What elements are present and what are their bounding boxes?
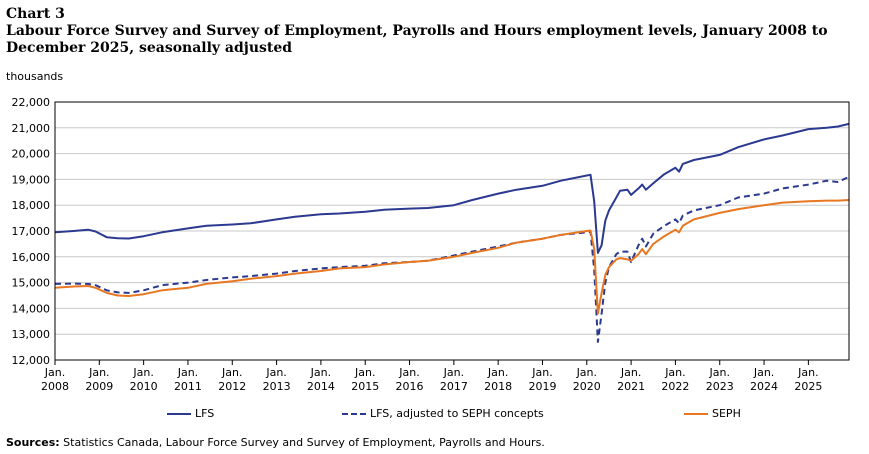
- y-tick-label: 12,000: [12, 354, 51, 367]
- x-tick-label-year: 2018: [484, 380, 512, 393]
- y-tick-label: 18,000: [12, 199, 51, 212]
- x-tick-label-year: 2014: [307, 380, 335, 393]
- x-tick-label-year: 2024: [750, 380, 778, 393]
- y-tick-label: 20,000: [12, 148, 51, 161]
- x-tick-label-year: 2013: [263, 380, 291, 393]
- legend-item-lfs-adjusted: LFS, adjusted to SEPH concepts: [342, 407, 544, 420]
- series-line-seph: [54, 199, 850, 315]
- legend-label-seph: SEPH: [712, 407, 741, 420]
- y-tick-label: 16,000: [12, 251, 51, 264]
- chart-number: Chart 3: [6, 6, 65, 22]
- x-tick-label-year: 2021: [617, 380, 645, 393]
- y-tick-label: 22,000: [12, 96, 51, 109]
- chart-title: Labour Force Survey and Survey of Employ…: [6, 23, 828, 56]
- x-tick-label-month: Jan.: [398, 366, 419, 379]
- legend-swatch-lfs-adjusted: [342, 412, 366, 415]
- y-tick-label: 13,000: [12, 328, 51, 341]
- legend-label-lfs: LFS: [195, 407, 215, 420]
- series-line-lfs-adjusted: [54, 175, 850, 343]
- x-tick-label-month: Jan.: [310, 366, 331, 379]
- x-tick-label-month: Jan.: [132, 366, 153, 379]
- y-tick-label: 14,000: [12, 302, 51, 315]
- x-tick-label-month: Jan.: [531, 366, 552, 379]
- units-label: thousands: [6, 70, 64, 83]
- x-tick-label-month: Jan.: [44, 366, 65, 379]
- legend-item-lfs: LFS: [167, 407, 214, 420]
- x-tick-label-month: Jan.: [177, 366, 198, 379]
- legend-label-lfs-adjusted: LFS, adjusted to SEPH concepts: [370, 407, 544, 420]
- y-tick-label: 15,000: [12, 277, 51, 290]
- x-tick-label-year: 2020: [573, 380, 601, 393]
- x-tick-label-month: Jan.: [797, 366, 818, 379]
- x-tick-label-year: 2022: [661, 380, 689, 393]
- y-axis: 12,000 13,000 14,000 15,000 16,000 17,000 18,0…: [12, 96, 51, 367]
- x-tick-label-year: 2012: [218, 380, 246, 393]
- legend-swatch-seph: [684, 412, 708, 415]
- x-tick-label-year: 2015: [351, 380, 379, 393]
- x-tick-label-year: 2017: [440, 380, 468, 393]
- y-tick-label: 21,000: [12, 122, 51, 135]
- legend-swatch-lfs: [167, 412, 191, 415]
- x-axis: Jan.2008Jan.2009Jan.2010Jan.2011Jan.2012…: [41, 360, 822, 393]
- x-tick-label-year: 2009: [85, 380, 113, 393]
- y-tick-label: 17,000: [12, 225, 51, 238]
- x-tick-label-year: 2023: [706, 380, 734, 393]
- x-tick-label-year: 2016: [396, 380, 424, 393]
- x-tick-label-month: Jan.: [443, 366, 464, 379]
- sources-label: Sources:: [6, 436, 60, 449]
- x-tick-label-month: Jan.: [354, 366, 375, 379]
- sources-note: Sources: Statistics Canada, Labour Force…: [6, 436, 545, 449]
- x-tick-label-year: 2011: [174, 380, 202, 393]
- sources-text: Statistics Canada, Labour Force Survey a…: [63, 436, 545, 449]
- x-tick-label-year: 2019: [528, 380, 556, 393]
- x-tick-label-month: Jan.: [88, 366, 109, 379]
- series-lines: [54, 122, 850, 343]
- legend-item-seph: SEPH: [684, 407, 741, 420]
- legend: LFS LFS, adjusted to SEPH concepts SEPH: [0, 407, 869, 425]
- x-tick-label-month: Jan.: [709, 366, 730, 379]
- x-tick-label-month: Jan.: [753, 366, 774, 379]
- plot-frame: [54, 101, 850, 361]
- x-tick-label-month: Jan.: [487, 366, 508, 379]
- series-line-lfs: [54, 122, 850, 254]
- x-tick-label-month: Jan.: [576, 366, 597, 379]
- x-tick-label-year: 2008: [41, 380, 69, 393]
- x-tick-label-month: Jan.: [664, 366, 685, 379]
- x-tick-label-month: Jan.: [221, 366, 242, 379]
- x-tick-label-month: Jan.: [620, 366, 641, 379]
- x-tick-label-year: 2010: [130, 380, 158, 393]
- x-tick-label-month: Jan.: [265, 366, 286, 379]
- y-tick-label: 19,000: [12, 173, 51, 186]
- x-tick-label-year: 2025: [794, 380, 822, 393]
